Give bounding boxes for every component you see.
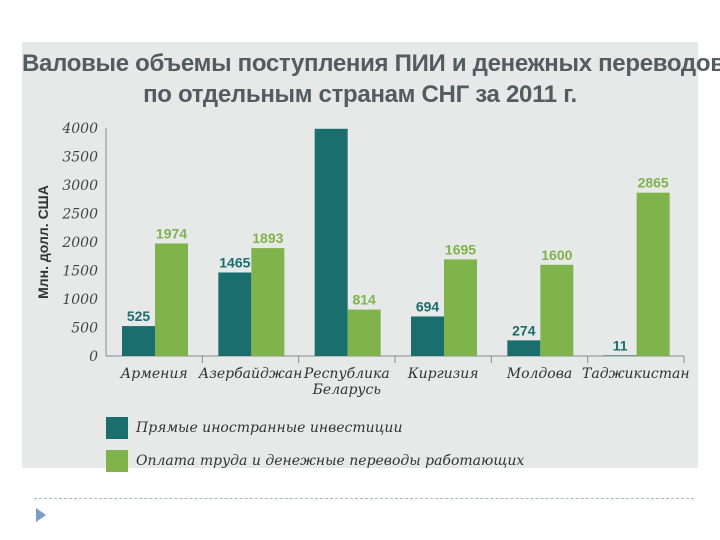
data-label: 2865 — [638, 175, 669, 191]
bar-fdi — [218, 272, 252, 356]
bar-remittances — [155, 243, 188, 356]
bar-remittances — [636, 192, 670, 356]
y-tick-label: 1500 — [62, 264, 98, 280]
data-label: 814 — [352, 292, 376, 308]
data-label: 1974 — [156, 225, 187, 241]
x-tick-label: Таджикистан — [582, 366, 690, 382]
data-label: 1695 — [445, 241, 476, 257]
divider-line — [34, 498, 694, 499]
bar-chart: 4000 3500 3000 2500 2000 1500 1000 500 0 Млн. дол… — [35, 121, 690, 398]
x-tick-label: Азербайджан — [198, 366, 303, 382]
bar-remittances — [251, 248, 285, 356]
chart-panel — [22, 42, 698, 468]
y-axis-label: Млн. долл. США — [35, 185, 51, 299]
legend-item-fdi: Прямые иностранные инвестиции — [106, 417, 402, 439]
data-label: 525 — [127, 308, 151, 324]
bar-fdi — [411, 316, 444, 356]
bar-fdi — [603, 355, 637, 356]
y-tick-label: 0 — [89, 349, 98, 365]
legend-item-remittances: Оплата труда и денежные переводы работаю… — [106, 450, 524, 472]
x-tick-label: Армения — [120, 366, 188, 382]
data-label: 694 — [416, 298, 440, 314]
x-tick-label: Молдова — [506, 366, 572, 382]
bar-fdi — [507, 340, 541, 356]
chart-title: Валовые объемы поступления ПИИ и денежны… — [22, 50, 720, 77]
y-tick-label: 3000 — [62, 178, 98, 194]
bar-remittances — [347, 309, 381, 356]
bar-remittances — [444, 259, 477, 356]
data-label: 1600 — [541, 247, 572, 263]
x-tick-label: Беларусь — [312, 382, 381, 398]
bar-remittances — [540, 264, 574, 356]
data-label: 274 — [512, 322, 536, 338]
y-tick-label: 2000 — [61, 235, 98, 251]
data-label: 1465 — [219, 254, 250, 270]
legend-label-fdi: Прямые иностранные инвестиции — [136, 420, 403, 436]
y-tick-label: 500 — [71, 321, 98, 337]
bar-fdi — [122, 326, 155, 356]
data-label: 11 — [613, 337, 628, 353]
data-label: 1893 — [252, 230, 283, 246]
chart-subtitle: по отдельным странам СНГ за 2011 г. — [143, 81, 577, 108]
bullet-arrow-icon — [36, 508, 46, 522]
bar-fdi — [314, 128, 348, 356]
y-tick-label: 2500 — [61, 207, 98, 223]
y-tick-label: 1000 — [62, 292, 98, 308]
data-label: 3986 — [316, 129, 347, 145]
y-tick-label: 3500 — [62, 150, 98, 166]
x-tick-label: Республика — [303, 366, 390, 382]
y-tick-label: 4000 — [61, 121, 98, 137]
legend-swatch-remittances — [106, 450, 128, 472]
x-tick-label: Киргизия — [407, 366, 479, 382]
legend-label-remittances: Оплата труда и денежные переводы работаю… — [136, 453, 525, 469]
legend-swatch-fdi — [106, 417, 128, 439]
